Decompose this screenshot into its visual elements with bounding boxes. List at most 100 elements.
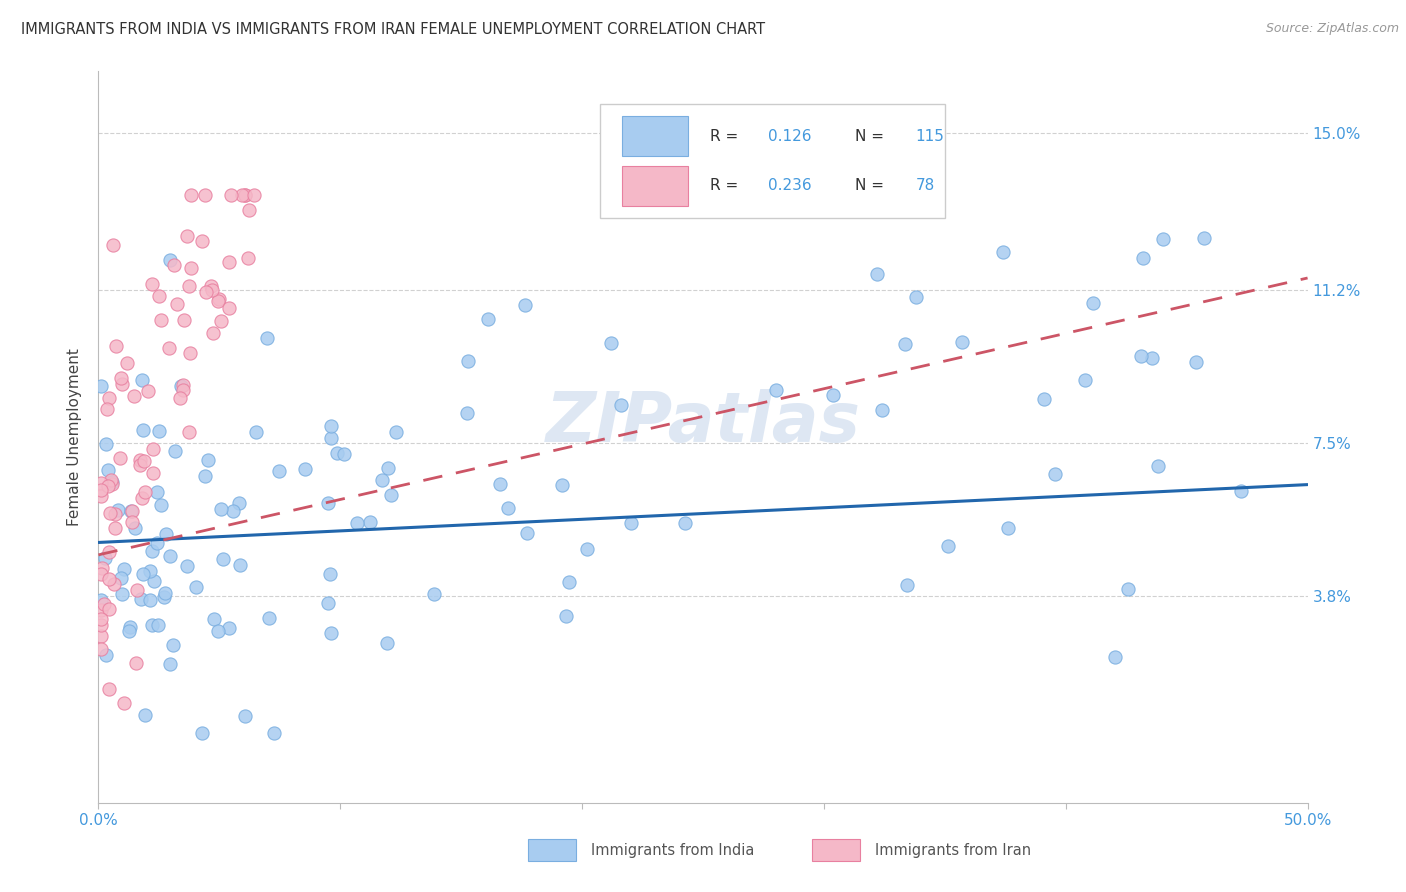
Point (121, 504, 143, 518)
Point (1185, 354, 1208, 368)
Point (201, 283, 224, 297)
Point (134, 484, 156, 499)
Point (136, 384, 159, 399)
Point (870, 402, 893, 417)
Point (991, 245, 1014, 260)
Point (194, 188, 217, 202)
Point (150, 498, 173, 512)
Point (202, 611, 225, 625)
Point (148, 424, 170, 438)
Point (111, 587, 134, 601)
Point (200, 279, 222, 293)
Point (103, 577, 125, 591)
Point (110, 371, 132, 385)
Point (896, 578, 918, 592)
Point (90, 592, 112, 607)
Point (97, 391, 120, 405)
Point (1129, 349, 1152, 363)
Point (576, 541, 599, 556)
Point (141, 617, 163, 632)
Point (162, 258, 184, 272)
Point (93, 597, 115, 611)
Point (233, 709, 256, 723)
Point (197, 452, 219, 467)
Point (620, 516, 643, 530)
Point (238, 203, 260, 218)
Point (207, 624, 229, 639)
Point (132, 423, 155, 437)
Point (150, 313, 173, 327)
Point (141, 277, 163, 291)
Point (148, 289, 170, 303)
Point (375, 636, 398, 650)
Point (166, 296, 188, 310)
Point (128, 453, 150, 467)
FancyBboxPatch shape (811, 839, 860, 862)
Point (96, 402, 118, 417)
Point (142, 442, 165, 457)
Point (321, 431, 343, 445)
Point (1033, 392, 1056, 406)
Point (1229, 483, 1251, 498)
Point (489, 477, 512, 491)
Point (157, 341, 180, 355)
Point (218, 621, 240, 635)
Point (100, 473, 122, 487)
Point (131, 491, 153, 505)
Point (1147, 459, 1170, 474)
Point (97, 479, 120, 493)
Text: 0.126: 0.126 (768, 128, 811, 144)
Point (159, 253, 181, 268)
Point (124, 389, 146, 403)
Point (195, 285, 218, 300)
Point (219, 188, 242, 202)
Point (346, 516, 368, 531)
Point (104, 521, 127, 535)
Point (423, 587, 446, 601)
Point (1194, 230, 1216, 244)
Point (101, 237, 124, 252)
Point (120, 504, 142, 518)
Point (176, 228, 198, 243)
Point (180, 188, 202, 202)
Point (90, 476, 112, 491)
Point (90, 612, 112, 626)
Point (938, 539, 960, 553)
Point (162, 638, 184, 652)
Point (152, 591, 174, 605)
Point (950, 335, 973, 350)
Point (997, 521, 1019, 535)
Point (139, 592, 162, 607)
Point (155, 527, 177, 541)
Point (194, 469, 217, 483)
Point (179, 425, 201, 439)
Point (141, 544, 163, 558)
Point (98, 602, 121, 616)
Point (94, 551, 117, 566)
Point (513, 298, 536, 312)
Point (231, 188, 253, 202)
Point (159, 549, 181, 563)
Point (124, 656, 146, 670)
Point (145, 536, 167, 550)
Point (333, 447, 356, 461)
Point (98, 506, 121, 520)
Point (1104, 650, 1126, 665)
Point (165, 443, 187, 458)
Point (117, 356, 139, 370)
Point (145, 485, 167, 500)
Point (124, 520, 146, 534)
Point (1132, 252, 1154, 266)
Point (155, 586, 177, 600)
Point (326, 446, 349, 460)
Point (211, 551, 233, 566)
Point (202, 326, 225, 340)
Point (218, 254, 240, 268)
Point (821, 388, 844, 402)
Point (243, 188, 266, 202)
Point (551, 478, 574, 492)
Point (112, 696, 135, 710)
Point (1081, 295, 1104, 310)
Point (384, 425, 406, 439)
Point (477, 312, 499, 326)
